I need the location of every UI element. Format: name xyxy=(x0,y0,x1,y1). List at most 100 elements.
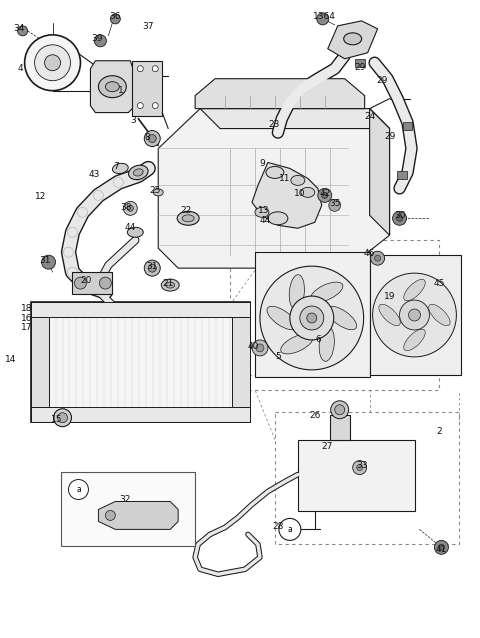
Ellipse shape xyxy=(301,188,315,197)
Ellipse shape xyxy=(153,189,163,196)
Text: a: a xyxy=(288,525,292,534)
Ellipse shape xyxy=(404,329,425,351)
Circle shape xyxy=(137,103,144,108)
Text: 12: 12 xyxy=(35,192,46,201)
Circle shape xyxy=(144,131,160,147)
Bar xyxy=(396,172,407,179)
Text: 29: 29 xyxy=(354,63,365,72)
Ellipse shape xyxy=(344,33,361,45)
Circle shape xyxy=(393,211,407,225)
Text: 24: 24 xyxy=(364,112,375,121)
Circle shape xyxy=(329,199,341,211)
Ellipse shape xyxy=(267,306,297,330)
Text: 41: 41 xyxy=(436,545,447,554)
Bar xyxy=(298,440,416,512)
Bar xyxy=(31,302,48,422)
Circle shape xyxy=(331,401,348,419)
Text: a: a xyxy=(76,485,81,494)
Text: 43: 43 xyxy=(89,170,100,179)
Circle shape xyxy=(353,461,367,475)
Circle shape xyxy=(256,344,264,352)
Text: 22: 22 xyxy=(180,206,192,215)
Circle shape xyxy=(152,66,158,71)
Circle shape xyxy=(371,251,384,265)
Circle shape xyxy=(399,300,430,330)
Circle shape xyxy=(54,409,72,427)
Ellipse shape xyxy=(127,227,144,237)
Circle shape xyxy=(99,277,111,289)
Text: 19: 19 xyxy=(384,292,396,300)
Circle shape xyxy=(127,205,133,211)
Text: 9: 9 xyxy=(259,159,265,168)
Polygon shape xyxy=(158,108,390,268)
Ellipse shape xyxy=(404,279,425,301)
Bar xyxy=(330,415,350,440)
Text: 34: 34 xyxy=(13,24,24,33)
Bar xyxy=(232,302,250,422)
Bar xyxy=(31,302,250,422)
Text: 45: 45 xyxy=(434,279,445,288)
Ellipse shape xyxy=(177,211,199,225)
Text: 1: 1 xyxy=(118,86,123,95)
Text: 42: 42 xyxy=(319,189,330,198)
Text: 10: 10 xyxy=(294,189,306,198)
Ellipse shape xyxy=(112,163,128,174)
Text: 14: 14 xyxy=(5,355,16,364)
Ellipse shape xyxy=(133,169,143,176)
Circle shape xyxy=(374,255,381,261)
Polygon shape xyxy=(195,78,365,108)
Text: 21: 21 xyxy=(163,279,174,288)
Circle shape xyxy=(35,45,71,80)
Ellipse shape xyxy=(268,212,288,225)
Circle shape xyxy=(95,35,107,47)
Circle shape xyxy=(307,313,317,323)
Circle shape xyxy=(252,340,268,356)
Circle shape xyxy=(137,66,144,71)
Bar xyxy=(31,302,250,317)
Circle shape xyxy=(317,13,329,25)
Text: 8: 8 xyxy=(144,133,150,142)
Circle shape xyxy=(24,35,81,91)
Circle shape xyxy=(148,135,156,142)
Text: 18: 18 xyxy=(21,304,32,313)
Text: 30: 30 xyxy=(394,211,405,220)
Ellipse shape xyxy=(289,275,304,309)
Polygon shape xyxy=(90,61,135,112)
Circle shape xyxy=(408,309,420,321)
Circle shape xyxy=(123,202,137,215)
Text: 32: 32 xyxy=(120,495,131,504)
Bar xyxy=(255,252,370,377)
Text: 16: 16 xyxy=(21,313,32,322)
Ellipse shape xyxy=(182,215,194,222)
Circle shape xyxy=(438,544,444,551)
Text: 6: 6 xyxy=(315,336,321,345)
Ellipse shape xyxy=(319,327,335,361)
Circle shape xyxy=(45,55,60,71)
Ellipse shape xyxy=(166,282,175,288)
Circle shape xyxy=(69,480,88,500)
Text: 38: 38 xyxy=(120,203,132,212)
Text: 17: 17 xyxy=(21,323,32,332)
Text: 39: 39 xyxy=(92,34,103,43)
Ellipse shape xyxy=(255,207,269,218)
Polygon shape xyxy=(200,108,390,128)
Ellipse shape xyxy=(266,167,284,179)
Ellipse shape xyxy=(161,279,179,291)
Bar xyxy=(132,61,162,115)
Text: 27: 27 xyxy=(321,442,333,451)
Text: 46: 46 xyxy=(364,249,375,258)
Text: 2: 2 xyxy=(437,427,442,436)
Ellipse shape xyxy=(291,175,305,186)
Circle shape xyxy=(300,306,324,330)
Text: 29: 29 xyxy=(384,132,395,141)
Circle shape xyxy=(110,14,120,24)
Ellipse shape xyxy=(379,304,400,326)
Text: 26: 26 xyxy=(309,412,321,420)
Bar xyxy=(60,471,195,546)
Text: 15: 15 xyxy=(51,415,62,424)
Ellipse shape xyxy=(311,282,343,302)
Ellipse shape xyxy=(98,76,126,98)
Polygon shape xyxy=(328,21,378,59)
Bar xyxy=(31,407,250,422)
Ellipse shape xyxy=(429,304,450,326)
